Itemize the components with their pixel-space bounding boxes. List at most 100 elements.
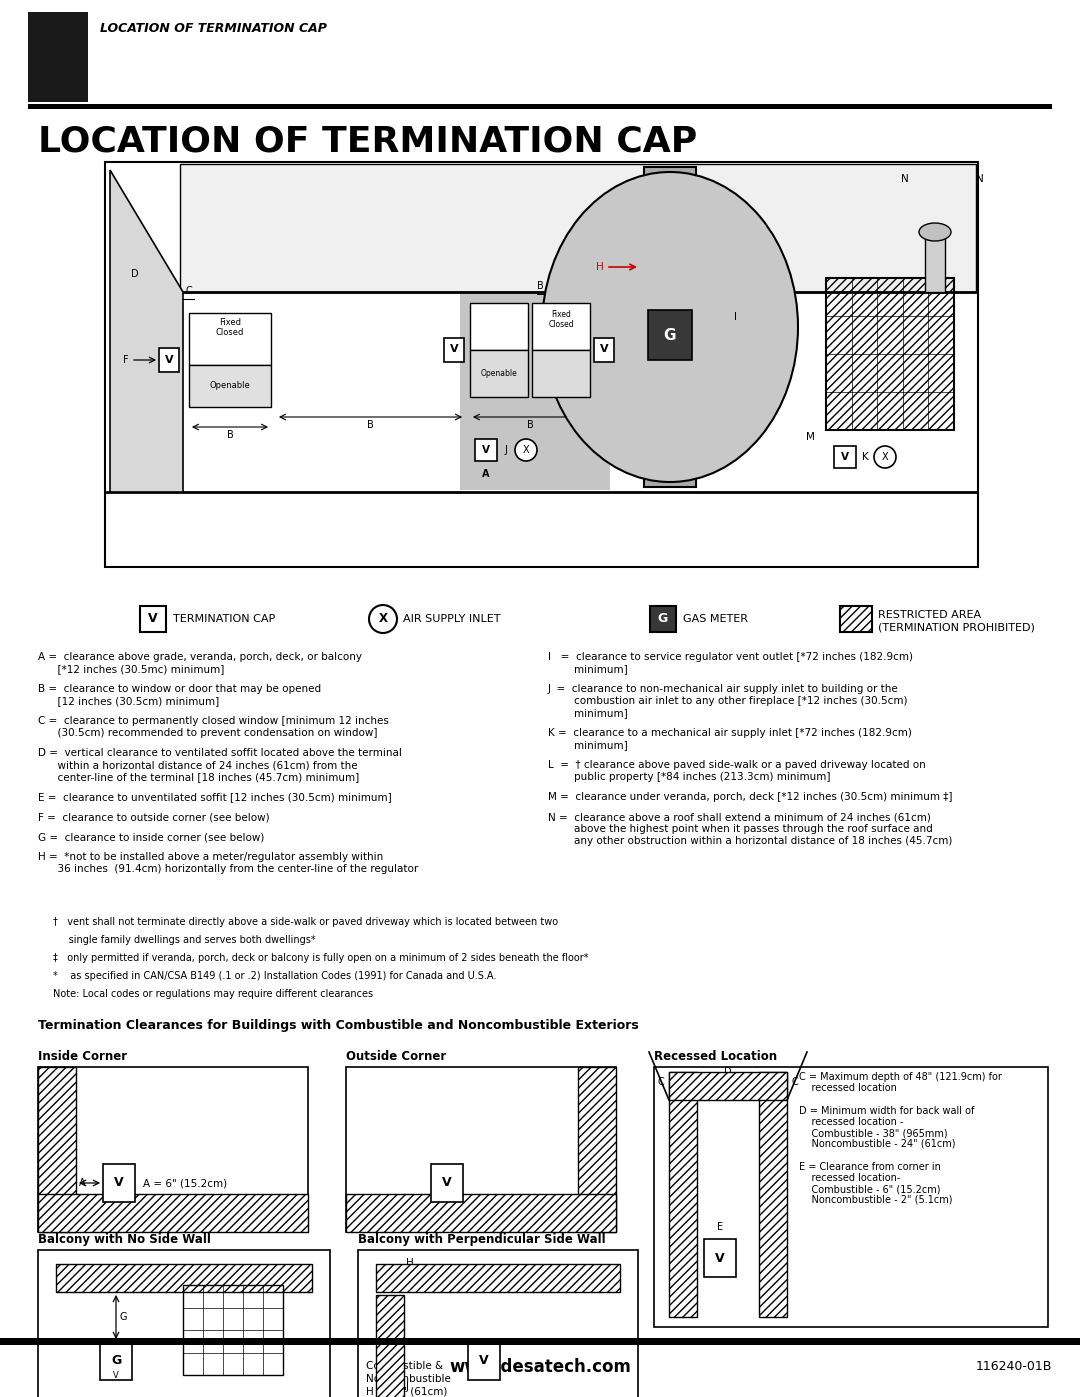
Text: V: V: [113, 1370, 119, 1379]
Bar: [180, 163, 976, 292]
Text: Fixed
Closed: Fixed Closed: [216, 319, 244, 338]
Text: †   vent shall not terminate directly above a side-walk or paved driveway which : † vent shall not terminate directly abov…: [53, 916, 558, 928]
Text: B: B: [468, 1208, 475, 1220]
Text: H = 24" (61cm): H = 24" (61cm): [366, 1387, 447, 1397]
Text: G: G: [658, 612, 669, 626]
Bar: [654, 1067, 1048, 1327]
Text: Combustible - 6" (15.2cm): Combustible - 6" (15.2cm): [799, 1185, 941, 1194]
Bar: [650, 606, 676, 631]
Circle shape: [515, 439, 537, 461]
Text: LOCATION OF TERMINATION CAP: LOCATION OF TERMINATION CAP: [100, 22, 327, 35]
Text: V: V: [715, 1252, 725, 1264]
Text: H =  *not to be installed above a meter/regulator assembly within: H = *not to be installed above a meter/r…: [38, 852, 383, 862]
Text: B = 6" (15.2cm): B = 6" (15.2cm): [481, 1208, 565, 1220]
Bar: [357, 1250, 638, 1397]
Text: Noncombustible: Noncombustible: [366, 1375, 450, 1384]
Bar: [470, 303, 528, 351]
Text: RESTRICTED AREA: RESTRICTED AREA: [878, 610, 981, 620]
Text: X: X: [881, 453, 889, 462]
Text: (30.5cm) recommended to prevent condensation on window]: (30.5cm) recommended to prevent condensa…: [38, 728, 378, 738]
Text: Fixed
Closed: Fixed Closed: [549, 310, 573, 330]
Bar: [826, 278, 954, 430]
Bar: [644, 168, 696, 488]
Bar: [431, 1164, 463, 1201]
Text: I   =  clearance to service regulator vent outlet [*72 inches (182.9cm): I = clearance to service regulator vent …: [548, 652, 913, 662]
Bar: [532, 303, 590, 351]
Text: B: B: [367, 420, 374, 430]
Text: V: V: [480, 1355, 489, 1368]
Text: public property [*84 inches (213.3cm) minimum]: public property [*84 inches (213.3cm) mi…: [548, 773, 831, 782]
Text: M: M: [806, 432, 815, 441]
Text: F =  clearance to outside corner (see below): F = clearance to outside corner (see bel…: [38, 812, 270, 821]
Bar: [28, 13, 87, 102]
Text: E =  clearance to unventilated soffit [12 inches (30.5cm) minimum]: E = clearance to unventilated soffit [12…: [38, 792, 392, 802]
Bar: [470, 351, 528, 397]
Text: combustion air inlet to any other fireplace [*12 inches (30.5cm): combustion air inlet to any other firepl…: [548, 696, 907, 705]
Bar: [189, 365, 271, 407]
Text: D: D: [131, 270, 139, 279]
Bar: [159, 348, 179, 372]
Text: H: H: [596, 263, 604, 272]
Text: ‡   only permitted if veranda, porch, deck or balcony is fully open on a minimum: ‡ only permitted if veranda, porch, deck…: [53, 953, 589, 963]
Text: [12 inches (30.5cm) minimum]: [12 inches (30.5cm) minimum]: [38, 696, 219, 705]
Bar: [704, 1239, 735, 1277]
Text: TERMINATION CAP: TERMINATION CAP: [173, 615, 275, 624]
Text: J  =  clearance to non-mechanical air supply inlet to building or the: J = clearance to non-mechanical air supp…: [548, 685, 899, 694]
Text: V: V: [449, 345, 458, 355]
Bar: [376, 1264, 620, 1292]
Text: Combustible - 38" (965mm): Combustible - 38" (965mm): [799, 1127, 947, 1139]
Text: above the highest point when it passes through the roof surface and: above the highest point when it passes t…: [548, 824, 933, 834]
Text: G: G: [111, 1355, 121, 1368]
Bar: [759, 1071, 787, 1317]
Text: J: J: [504, 446, 508, 455]
Text: B: B: [227, 430, 233, 440]
Text: C: C: [186, 286, 192, 296]
Bar: [38, 1067, 76, 1232]
Bar: [475, 439, 497, 461]
Text: single family dwellings and serves both dwellings*: single family dwellings and serves both …: [53, 935, 315, 944]
Text: A: A: [483, 469, 489, 479]
Text: V: V: [442, 1176, 451, 1189]
Bar: [648, 310, 692, 360]
Text: recessed location: recessed location: [799, 1083, 896, 1092]
Text: A: A: [79, 1178, 85, 1187]
Text: N: N: [901, 175, 909, 184]
Text: LOCATION OF TERMINATION CAP: LOCATION OF TERMINATION CAP: [38, 124, 698, 159]
Text: Termination Clearances for Buildings with Combustible and Noncombustible Exterio: Termination Clearances for Buildings wit…: [38, 1018, 638, 1032]
Text: www.desatech.com: www.desatech.com: [449, 1358, 631, 1376]
Text: N: N: [976, 175, 984, 184]
Text: Openable: Openable: [210, 381, 251, 391]
Text: B =  clearance to window or door that may be opened: B = clearance to window or door that may…: [38, 685, 321, 694]
Text: any other obstruction within a horizontal distance of 18 inches (45.7cm): any other obstruction within a horizonta…: [548, 835, 953, 847]
Text: Note: Local codes or regulations may require different clearances: Note: Local codes or regulations may req…: [53, 989, 373, 999]
Circle shape: [874, 446, 896, 468]
Text: K: K: [862, 453, 868, 462]
Bar: [346, 1194, 616, 1232]
Text: X: X: [523, 446, 529, 455]
Text: H: H: [406, 1259, 414, 1268]
Text: K =  clearance to a mechanical air supply inlet [*72 inches (182.9cm): K = clearance to a mechanical air supply…: [548, 728, 912, 738]
Text: minimum]: minimum]: [548, 708, 627, 718]
Text: V: V: [164, 355, 173, 365]
Text: V: V: [114, 1176, 124, 1189]
Text: J: J: [406, 1382, 409, 1391]
Text: recessed location -: recessed location -: [799, 1118, 904, 1127]
Text: E = Clearance from corner in: E = Clearance from corner in: [799, 1162, 941, 1172]
Text: 6: 6: [48, 42, 69, 71]
Text: Noncombustible - 24" (61cm): Noncombustible - 24" (61cm): [799, 1139, 956, 1148]
Text: V: V: [482, 446, 490, 455]
Text: G =  clearance to inside corner (see below): G = clearance to inside corner (see belo…: [38, 833, 265, 842]
Bar: [140, 606, 166, 631]
Bar: [56, 1264, 312, 1292]
Text: GAS METER: GAS METER: [683, 615, 748, 624]
Text: D =  vertical clearance to ventilated soffit located above the terminal: D = vertical clearance to ventilated sof…: [38, 747, 402, 759]
Bar: [834, 446, 856, 468]
Text: V: V: [148, 612, 158, 626]
Bar: [38, 1067, 308, 1232]
Bar: [468, 1343, 500, 1380]
Text: center-line of the terminal [18 inches (45.7cm) minimum]: center-line of the terminal [18 inches (…: [38, 773, 360, 782]
Bar: [346, 1067, 616, 1232]
Text: (TERMINATION PROHIBITED): (TERMINATION PROHIBITED): [878, 623, 1035, 633]
Bar: [924, 237, 945, 292]
Text: D: D: [725, 1067, 732, 1077]
